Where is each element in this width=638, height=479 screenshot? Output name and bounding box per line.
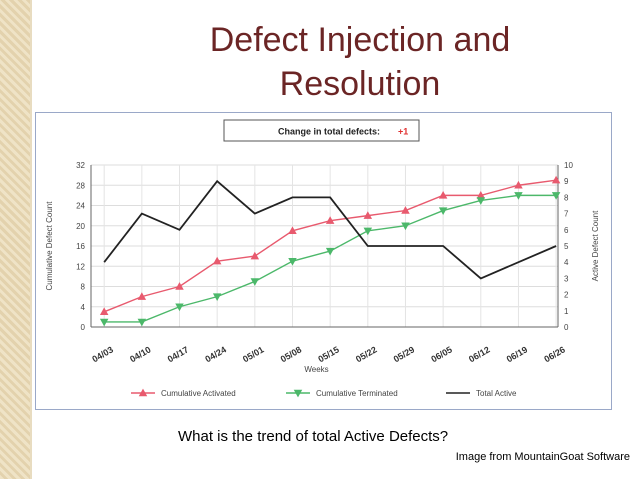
y-right-tick-label: 3 bbox=[564, 274, 569, 283]
data-point-cumulative-terminated bbox=[363, 227, 373, 236]
slide-title-line-1: Defect Injection and bbox=[209, 21, 511, 59]
chart-frame: Change in total defects: +1 0 4 8 12 16 20 24 28 3… bbox=[35, 112, 612, 410]
y-left-tick-label: 12 bbox=[76, 262, 85, 271]
y-left-tick-label: 0 bbox=[81, 323, 86, 332]
y-right-tick-label: 2 bbox=[564, 291, 569, 300]
slide-title: Defect Injection and Resolution bbox=[150, 18, 570, 106]
legend-marker-cumulative-terminated bbox=[293, 389, 303, 398]
data-point-cumulative-activated bbox=[175, 282, 184, 290]
y-right-tick-label: 5 bbox=[564, 242, 569, 251]
x-tick-label: 06/12 bbox=[467, 344, 492, 364]
data-point-cumulative-terminated bbox=[250, 278, 260, 286]
y-left-tick-label: 28 bbox=[76, 181, 85, 190]
x-tick-label: 06/05 bbox=[429, 344, 454, 364]
data-point-cumulative-activated bbox=[250, 251, 260, 260]
defect-chart: Change in total defects: +104812162024283… bbox=[45, 119, 600, 398]
x-tick-label: 05/29 bbox=[392, 344, 417, 364]
data-point-cumulative-activated bbox=[551, 175, 561, 184]
data-point-cumulative-activated bbox=[401, 206, 410, 214]
y-left-tick-label: 32 bbox=[76, 161, 85, 170]
decorative-stripe bbox=[0, 0, 30, 479]
y-right-tick-label: 0 bbox=[564, 323, 569, 332]
y-left-tick-label: 20 bbox=[76, 222, 85, 231]
x-tick-label: 05/15 bbox=[316, 344, 341, 364]
y-left-tick-label: 4 bbox=[81, 303, 86, 312]
y-right-tick-label: 10 bbox=[564, 161, 573, 170]
data-point-cumulative-terminated bbox=[99, 318, 109, 327]
data-point-cumulative-activated bbox=[212, 256, 222, 265]
y-right-tick-label: 8 bbox=[564, 193, 569, 202]
data-point-cumulative-activated bbox=[363, 211, 373, 219]
y-right-tick-label: 4 bbox=[564, 258, 569, 267]
data-point-cumulative-terminated bbox=[288, 257, 297, 266]
data-point-cumulative-terminated bbox=[514, 192, 523, 200]
data-point-cumulative-terminated bbox=[175, 303, 184, 312]
x-tick-label: 05/08 bbox=[279, 344, 304, 364]
y-right-tick-label: 1 bbox=[564, 307, 569, 316]
x-tick-label: 05/22 bbox=[354, 344, 379, 364]
x-tick-label: 05/01 bbox=[241, 344, 266, 364]
data-point-cumulative-terminated bbox=[212, 293, 222, 302]
data-point-cumulative-terminated bbox=[401, 222, 410, 231]
chart-title-value: +1 bbox=[398, 127, 408, 137]
y-left-tick-label: 24 bbox=[76, 202, 85, 211]
y-left-tick-label: 16 bbox=[76, 242, 85, 251]
data-point-cumulative-activated bbox=[137, 292, 147, 300]
x-axis-label: Weeks bbox=[304, 365, 328, 374]
decorative-stripe-edge bbox=[30, 0, 32, 479]
y-right-tick-label: 6 bbox=[564, 226, 569, 235]
legend-marker-cumulative-activated bbox=[138, 388, 148, 397]
y-right-tick-label: 9 bbox=[564, 177, 569, 186]
legend-label-cumulative-terminated: Cumulative Terminated bbox=[316, 389, 398, 398]
series-line-total-active bbox=[103, 179, 557, 280]
chart-title: Change in total defects: bbox=[278, 127, 380, 137]
data-point-cumulative-terminated bbox=[438, 207, 448, 215]
chart-title-box bbox=[223, 119, 420, 142]
x-tick-label: 04/17 bbox=[166, 344, 191, 364]
data-point-cumulative-terminated bbox=[551, 192, 561, 200]
data-point-cumulative-activated bbox=[325, 216, 335, 224]
y-right-tick-label: 7 bbox=[564, 210, 569, 219]
data-point-cumulative-terminated bbox=[476, 197, 486, 205]
legend-label-cumulative-activated: Cumulative Activated bbox=[161, 389, 236, 398]
data-point-cumulative-activated bbox=[99, 307, 109, 316]
data-point-cumulative-activated bbox=[288, 226, 297, 235]
legend-label-total-active: Total Active bbox=[476, 389, 517, 398]
image-credit: Image from MountainGoat Software bbox=[455, 451, 630, 463]
data-point-cumulative-terminated bbox=[325, 247, 335, 256]
y-axis-right-label: Active Defect Count bbox=[591, 210, 600, 281]
data-point-cumulative-activated bbox=[438, 190, 448, 199]
question-text: What is the trend of total Active Defect… bbox=[178, 428, 449, 445]
data-point-cumulative-terminated bbox=[137, 318, 147, 327]
data-point-cumulative-activated bbox=[514, 180, 523, 189]
x-tick-label: 04/10 bbox=[128, 344, 153, 364]
y-axis-left-label: Cumulative Defect Count bbox=[45, 201, 54, 291]
x-tick-label: 04/24 bbox=[203, 344, 228, 364]
y-left-tick-label: 8 bbox=[81, 283, 86, 292]
x-tick-label: 06/26 bbox=[542, 344, 567, 364]
x-tick-label: 04/03 bbox=[90, 344, 115, 364]
x-tick-label: 06/19 bbox=[505, 344, 530, 364]
slide-title-line-2: Resolution bbox=[279, 65, 441, 103]
